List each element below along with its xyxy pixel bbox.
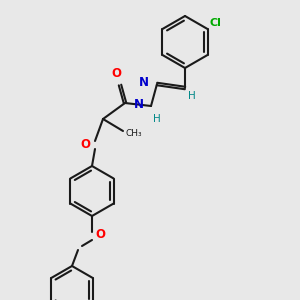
Text: Cl: Cl [209,18,221,28]
Text: O: O [111,67,121,80]
Text: N: N [139,76,149,89]
Text: N: N [134,98,144,112]
Text: H: H [153,114,161,124]
Text: O: O [95,229,105,242]
Text: O: O [80,137,90,151]
Text: H: H [188,91,196,101]
Text: CH₃: CH₃ [125,130,142,139]
